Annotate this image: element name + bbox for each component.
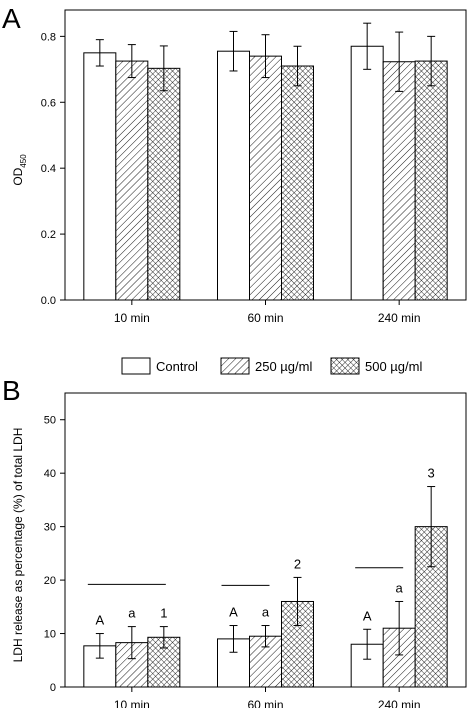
chart-panel-a: 0.0 0.2 0.4 0.6 0.8 10 min 60 min 240 min OD45…: [11, 9, 467, 325]
bar-500: [281, 65, 314, 301]
x-tick-label: 10 min: [114, 698, 150, 708]
legend: Control 250 µg/ml 500 µg/ml: [121, 357, 422, 375]
y-tick-label: 20: [44, 575, 56, 587]
y-tick-label: 0.0: [41, 295, 56, 307]
y-axis-label-a-main: OD: [11, 167, 25, 185]
y-ticks-b: 0 10 20 30 40 50: [44, 415, 65, 694]
legend-swatch-control: [121, 357, 151, 375]
legend-label-250: 250 µg/ml: [255, 359, 312, 374]
significance-label: 2: [294, 556, 301, 571]
legend-label-control: Control: [156, 359, 198, 374]
significance-label: a: [262, 605, 270, 620]
significance-label: A: [95, 613, 104, 628]
y-tick-label: 0.4: [41, 163, 56, 175]
y-tick-label: 0.8: [41, 31, 56, 43]
x-tick-labels-b: 10 min 60 min 240 min: [114, 687, 421, 708]
significance-label: a: [128, 606, 136, 621]
y-tick-label: 0.6: [41, 97, 56, 109]
y-tick-label: 40: [44, 468, 56, 480]
y-tick-label: 30: [44, 522, 56, 534]
y-tick-label: 10: [44, 629, 56, 641]
legend-label-500: 500 µg/ml: [365, 359, 422, 374]
x-tick-label: 60 min: [247, 698, 283, 708]
y-tick-label: 50: [44, 415, 56, 427]
x-tick-label: 10 min: [114, 311, 150, 325]
x-tick-label: 240 min: [378, 698, 421, 708]
y-tick-label: 0: [50, 682, 56, 694]
y-axis-label-a: OD450: [11, 154, 28, 186]
significance-label: A: [229, 605, 238, 620]
y-axis-label-a-subscript: 450: [19, 154, 28, 168]
x-tick-labels-a: 10 min 60 min 240 min: [114, 300, 421, 325]
bar-control: [350, 45, 384, 301]
significance-label: 3: [428, 466, 435, 481]
panel-letter-a: A: [2, 3, 21, 34]
bar-250: [115, 60, 149, 301]
significance-label: 1: [160, 606, 167, 621]
bar-250: [382, 61, 416, 301]
y-axis-label-b: LDH release as percentage (%) of total L…: [11, 428, 25, 663]
panel-letter-b: B: [2, 375, 21, 406]
legend-swatch-250: [220, 357, 250, 375]
bar-control: [83, 52, 117, 301]
y-tick-label: 0.2: [41, 229, 56, 241]
x-tick-label: 60 min: [247, 311, 283, 325]
bar-500: [414, 60, 448, 301]
legend-swatch-500: [330, 357, 360, 375]
bar-control: [217, 50, 250, 301]
y-ticks-a: 0.0 0.2 0.4 0.6 0.8: [41, 31, 65, 307]
significance-label: A: [363, 608, 372, 623]
bar-500: [147, 67, 181, 301]
significance-label: a: [396, 580, 404, 595]
bars-a: [83, 22, 448, 301]
bar-250: [249, 55, 282, 301]
x-tick-label: 240 min: [378, 311, 421, 325]
